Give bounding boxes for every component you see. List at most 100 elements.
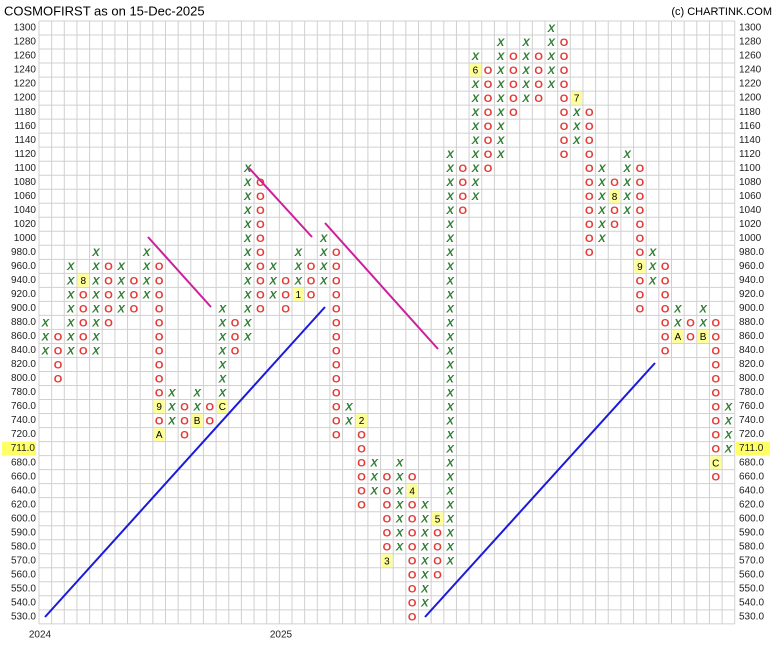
month-marker: 7	[574, 94, 580, 105]
x-box: X	[370, 458, 379, 470]
o-box: O	[711, 331, 720, 343]
x-box: X	[243, 219, 252, 231]
o-box: O	[231, 331, 240, 343]
y-tick-label: 1240	[14, 65, 37, 76]
x-box: X	[445, 275, 454, 287]
y-tick-label: 920.0	[739, 289, 764, 300]
o-box: O	[661, 275, 670, 287]
o-box: O	[54, 373, 63, 385]
o-box: O	[332, 373, 341, 385]
x-box: X	[698, 303, 707, 315]
x-box: X	[243, 191, 252, 203]
o-box: O	[484, 135, 493, 147]
o-box: O	[256, 177, 265, 189]
y-tick-label: 560.0	[11, 569, 36, 580]
column: XX	[344, 401, 353, 427]
x-box: X	[243, 177, 252, 189]
y-tick-label: 760.0	[739, 401, 764, 412]
x-box: X	[724, 429, 733, 441]
x-box: X	[243, 233, 252, 245]
o-box: O	[130, 303, 139, 315]
x-box: X	[41, 345, 50, 357]
y-tick-label: 980.0	[739, 247, 764, 258]
o-box: O	[256, 233, 265, 245]
x-box: X	[41, 317, 50, 329]
o-box: O	[661, 303, 670, 315]
y-tick-label: 860.0	[739, 331, 764, 342]
x-box: X	[91, 247, 100, 259]
y-tick-label: 600.0	[739, 513, 764, 524]
y-tick-label: 1100	[739, 163, 761, 174]
month-marker: 6	[473, 66, 479, 77]
o-box: O	[585, 247, 594, 259]
o-box: O	[205, 401, 214, 413]
o-box: O	[256, 289, 265, 301]
o-box: O	[585, 219, 594, 231]
y-tick-label: 620.0	[739, 499, 764, 510]
o-box: O	[636, 205, 645, 217]
o-box: O	[408, 556, 417, 568]
y-tick-label: 1280	[739, 37, 762, 48]
x-box: X	[395, 486, 404, 498]
column: XXX	[167, 387, 176, 427]
x-box: X	[243, 275, 252, 287]
column: XXX	[41, 317, 50, 357]
x-box: X	[294, 261, 303, 273]
x-box: X	[268, 261, 277, 273]
x-box: X	[445, 401, 454, 413]
x-box: X	[294, 275, 303, 287]
o-box: O	[484, 79, 493, 91]
x-box: X	[344, 401, 353, 413]
x-box: X	[420, 584, 429, 596]
x-box: X	[243, 317, 252, 329]
y-tick-label: 1180	[14, 107, 36, 118]
month-marker: A	[156, 430, 163, 441]
o-box: O	[332, 275, 341, 287]
o-box: O	[585, 135, 594, 147]
x-box: X	[167, 387, 176, 399]
o-box: O	[281, 275, 290, 287]
x-box: X	[142, 261, 151, 273]
o-box: O	[636, 289, 645, 301]
x-box: X	[445, 359, 454, 371]
month-marker-bg	[406, 484, 418, 498]
x-box: X	[445, 444, 454, 456]
y-tick-label: 920.0	[11, 289, 36, 300]
o-box: O	[484, 121, 493, 133]
o-box: O	[484, 93, 493, 105]
o-box: O	[155, 373, 164, 385]
o-box: O	[711, 317, 720, 329]
x-box: X	[724, 444, 733, 456]
month-marker: 9	[156, 402, 162, 413]
x-box: X	[445, 289, 454, 301]
o-box: O	[332, 303, 341, 315]
o-box: O	[534, 79, 543, 91]
month-marker-bg	[77, 273, 89, 287]
o-box: O	[433, 542, 442, 554]
x-box: X	[420, 542, 429, 554]
x-box: X	[142, 247, 151, 259]
month-marker-bg	[571, 91, 583, 105]
y-tick-label: 580.0	[11, 541, 36, 552]
o-box: O	[180, 429, 189, 441]
o-box: O	[155, 289, 164, 301]
month-marker-bg	[672, 329, 684, 343]
o-box: O	[104, 289, 113, 301]
o-box: O	[711, 359, 720, 371]
x-box: X	[91, 261, 100, 273]
x-box: X	[243, 289, 252, 301]
o-box: O	[585, 107, 594, 119]
x-box: X	[597, 233, 606, 245]
month-marker: 4	[409, 486, 415, 497]
y-tick-label: 1220	[739, 79, 762, 90]
x-box: X	[496, 107, 505, 119]
x-box: X	[91, 289, 100, 301]
